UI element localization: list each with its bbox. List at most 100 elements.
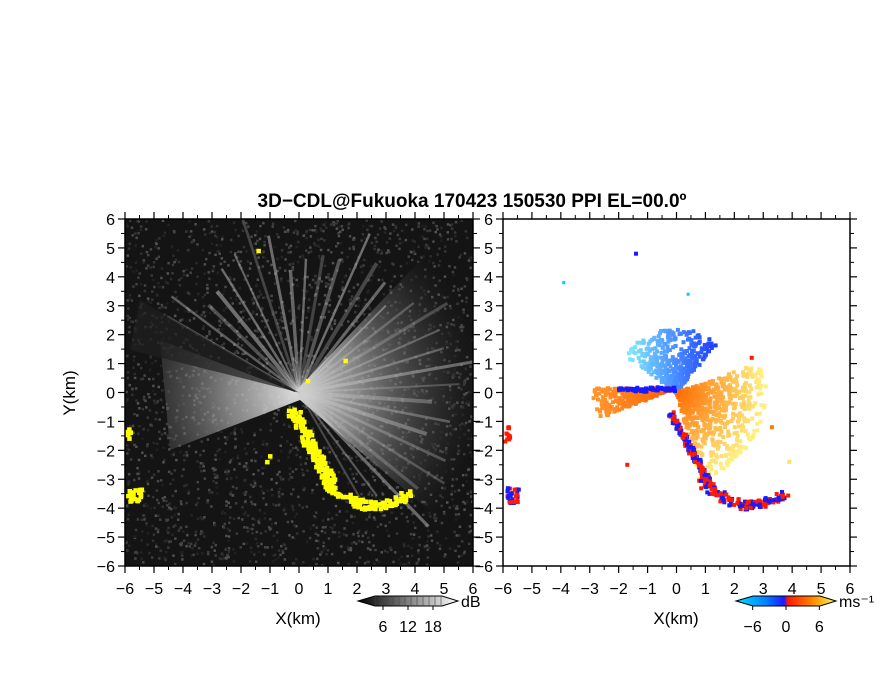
- velocity-pixel: [650, 355, 654, 359]
- noise-pixel: [195, 542, 198, 545]
- noise-pixel: [417, 549, 420, 552]
- noise-pixel: [331, 517, 334, 520]
- y-tick-label: −4: [475, 501, 493, 518]
- noise-pixel: [351, 542, 354, 545]
- noise-pixel: [399, 238, 402, 241]
- noise-pixel: [278, 495, 281, 498]
- velocity-pixel: [713, 426, 717, 430]
- noise-pixel: [260, 543, 263, 546]
- velocity-pixel: [723, 388, 727, 392]
- noise-pixel: [133, 359, 136, 362]
- noise-pixel: [468, 259, 471, 262]
- noise-pixel: [203, 563, 206, 566]
- noise-pixel: [377, 526, 380, 529]
- velocity-pixel: [625, 463, 629, 467]
- noise-pixel: [230, 297, 233, 300]
- noise-pixel: [154, 246, 157, 249]
- y-tick-label: 3: [106, 299, 115, 316]
- noise-pixel: [341, 260, 344, 263]
- noise-pixel: [161, 306, 164, 309]
- noise-pixel: [171, 516, 174, 519]
- noise-pixel: [174, 563, 177, 566]
- noise-pixel: [156, 489, 159, 492]
- saturated-echo-pixel: [371, 506, 376, 511]
- velocity-pixel: [728, 396, 732, 400]
- noise-pixel: [292, 507, 295, 510]
- noise-pixel: [467, 492, 470, 495]
- noise-pixel: [148, 378, 151, 381]
- noise-pixel: [310, 235, 313, 238]
- noise-pixel: [327, 249, 330, 252]
- noise-pixel: [275, 311, 278, 314]
- noise-pixel: [157, 373, 160, 376]
- noise-pixel: [245, 336, 248, 339]
- noise-pixel: [313, 242, 316, 245]
- velocity-pixel: [655, 369, 659, 373]
- noise-pixel: [131, 388, 134, 391]
- noise-pixel: [225, 557, 228, 560]
- noise-pixel: [147, 393, 150, 396]
- noise-pixel: [388, 535, 391, 538]
- noise-pixel: [233, 222, 236, 225]
- noise-pixel: [132, 366, 135, 369]
- noise-pixel: [219, 324, 222, 327]
- noise-pixel: [310, 250, 313, 253]
- noise-pixel: [355, 473, 358, 476]
- velocity-pixel: [749, 506, 753, 510]
- noise-pixel: [161, 484, 164, 487]
- velocity-pixel: [592, 396, 596, 400]
- noise-pixel: [357, 532, 360, 535]
- noise-pixel: [275, 482, 278, 485]
- velocity-pixel: [706, 387, 710, 391]
- noise-pixel: [240, 260, 243, 263]
- noise-pixel: [337, 242, 340, 245]
- noise-pixel: [214, 231, 217, 234]
- velocity-pixel: [695, 398, 699, 402]
- velocity-pixel: [706, 407, 710, 411]
- velocity-pixel: [700, 445, 704, 449]
- noise-pixel: [224, 451, 227, 454]
- noise-pixel: [270, 264, 273, 267]
- noise-pixel: [317, 547, 320, 550]
- noise-pixel: [136, 414, 139, 417]
- noise-pixel: [294, 516, 297, 519]
- noise-pixel: [312, 279, 315, 282]
- noise-pixel: [226, 473, 229, 476]
- noise-pixel: [190, 514, 193, 517]
- noise-pixel: [151, 362, 154, 365]
- noise-pixel: [334, 319, 337, 322]
- noise-pixel: [438, 247, 441, 250]
- noise-pixel: [234, 552, 237, 555]
- noise-pixel: [321, 551, 324, 554]
- noise-pixel: [283, 509, 286, 512]
- noise-pixel: [221, 257, 224, 260]
- noise-pixel: [153, 442, 156, 445]
- noise-pixel: [158, 386, 161, 389]
- noise-pixel: [246, 358, 249, 361]
- noise-pixel: [390, 549, 393, 552]
- x-tick-label: −4: [552, 581, 570, 598]
- noise-pixel: [290, 444, 293, 447]
- noise-pixel: [221, 328, 224, 331]
- velocity-pixel: [662, 378, 666, 382]
- saturated-echo-pixel: [310, 433, 315, 438]
- noise-pixel: [255, 538, 258, 541]
- velocity-pixel: [681, 370, 685, 374]
- noise-pixel: [206, 287, 209, 290]
- x-tick-label: 4: [411, 581, 420, 598]
- noise-pixel: [347, 227, 350, 230]
- velocity-pixel: [678, 431, 682, 435]
- noise-pixel: [147, 264, 150, 267]
- velocity-pixel: [675, 420, 679, 424]
- velocity-pixel: [626, 388, 630, 392]
- velocity-pixel: [741, 403, 745, 407]
- noise-pixel: [295, 468, 298, 471]
- velocity-pixel: [780, 490, 784, 494]
- velocity-pixel: [732, 444, 736, 448]
- noise-pixel: [206, 501, 209, 504]
- noise-pixel: [427, 535, 430, 538]
- noise-pixel: [277, 409, 280, 412]
- y-tick-label: 0: [106, 386, 115, 403]
- saturated-echo-pixel: [313, 446, 318, 451]
- noise-pixel: [128, 480, 131, 483]
